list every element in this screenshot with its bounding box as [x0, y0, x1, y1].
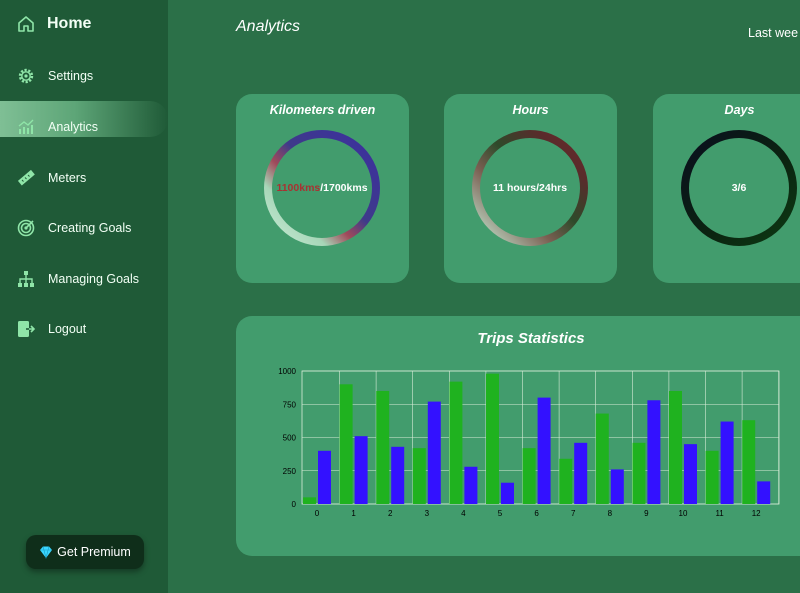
- bar-series1-3: [412, 448, 426, 504]
- bar-series2-3: [427, 401, 441, 504]
- bar-series2-4: [464, 466, 478, 504]
- x-tick-label: 3: [425, 509, 430, 518]
- premium-label: Get Premium: [57, 545, 131, 559]
- page-title: Analytics: [236, 18, 301, 35]
- bar-series2-8: [610, 469, 624, 504]
- x-tick-label: 9: [644, 509, 649, 518]
- sidebar: Home Settings Analytics Meters Creating …: [0, 0, 168, 593]
- date-range-selector[interactable]: Last wee: [748, 26, 799, 40]
- ruler-icon: [16, 168, 36, 188]
- stat-card-hours: Hours 11 hours/24hrs: [444, 94, 617, 283]
- kilometers-value: /1700kms: [320, 182, 368, 194]
- sidebar-item-logout[interactable]: Logout: [0, 311, 168, 347]
- stat-card-title: Days: [724, 103, 755, 117]
- x-tick-label: 5: [498, 509, 503, 518]
- get-premium-button[interactable]: Get Premium: [26, 535, 144, 569]
- diamond-icon: [40, 546, 53, 559]
- bar-series1-11: [705, 450, 719, 504]
- days-progress-ring: 3/6: [679, 128, 799, 248]
- y-tick-label: 1000: [278, 367, 296, 376]
- sidebar-item-creating-goals[interactable]: Creating Goals: [0, 210, 168, 246]
- sidebar-item-label: Home: [47, 15, 92, 32]
- bar-series1-1: [339, 384, 353, 504]
- bar-series1-0: [303, 497, 316, 504]
- bar-series2-2: [391, 446, 405, 504]
- bar-series2-10: [684, 444, 697, 504]
- analytics-icon: [16, 117, 36, 137]
- stat-card-kilometers: Kilometers driven 1100kms /1700kms: [236, 94, 409, 283]
- bar-series2-11: [720, 421, 734, 504]
- x-tick-label: 8: [608, 509, 613, 518]
- sidebar-item-managing-goals[interactable]: Managing Goals: [0, 261, 168, 297]
- bar-series1-5: [486, 373, 499, 504]
- hierarchy-icon: [16, 269, 36, 289]
- bar-series2-5: [501, 482, 514, 504]
- sidebar-item-home[interactable]: Home: [0, 6, 168, 42]
- bar-series1-9: [632, 442, 646, 504]
- bar-series1-6: [522, 448, 536, 504]
- bar-series2-7: [574, 442, 588, 504]
- sidebar-item-meters[interactable]: Meters: [0, 160, 168, 196]
- bar-series2-9: [647, 400, 661, 504]
- y-tick-label: 250: [283, 467, 297, 476]
- bar-series1-12: [742, 420, 756, 504]
- sidebar-item-label: Analytics: [48, 120, 99, 134]
- sidebar-item-label: Meters: [48, 171, 87, 185]
- stat-card-title: Kilometers driven: [269, 103, 376, 117]
- x-tick-label: 0: [315, 509, 320, 518]
- x-tick-label: 11: [715, 509, 724, 518]
- stat-card-title: Hours: [512, 103, 549, 117]
- kilometers-value-highlight: 1100kms: [276, 182, 321, 194]
- sidebar-item-analytics[interactable]: Analytics: [0, 109, 168, 145]
- days-value: 3/6: [731, 182, 747, 194]
- bar-series1-2: [376, 390, 390, 504]
- x-tick-label: 10: [679, 509, 688, 518]
- y-tick-label: 500: [283, 434, 297, 443]
- bar-series1-4: [449, 381, 463, 504]
- bar-series2-0: [318, 450, 331, 504]
- y-tick-label: 750: [283, 400, 297, 409]
- sidebar-item-label: Creating Goals: [48, 221, 132, 235]
- chart-title: Trips Statistics: [477, 330, 585, 347]
- sidebar-item-settings[interactable]: Settings: [0, 58, 168, 94]
- gear-icon: [16, 66, 36, 86]
- logout-icon: [16, 319, 36, 339]
- bar-series1-7: [559, 458, 573, 504]
- target-icon: [16, 218, 36, 238]
- kilometers-progress-ring: 1100kms /1700kms: [262, 128, 382, 248]
- x-tick-label: 7: [571, 509, 576, 518]
- x-tick-label: 6: [534, 509, 539, 518]
- hours-progress-ring: 11 hours/24hrs: [470, 128, 590, 248]
- sidebar-item-label: Settings: [48, 69, 94, 83]
- hours-value: 11 hours/24hrs: [492, 182, 568, 194]
- bar-series2-1: [354, 436, 368, 504]
- bar-series2-6: [537, 397, 551, 504]
- home-icon: [16, 14, 36, 34]
- trips-statistics-card: Trips Statistics 0 250 500 750 1000 0 1 2 3 4 5 6 7 8…: [236, 316, 800, 556]
- bar-series1-8: [595, 413, 609, 504]
- x-tick-label: 12: [752, 509, 761, 518]
- sidebar-item-label: Logout: [48, 322, 87, 336]
- x-tick-label: 4: [461, 509, 466, 518]
- y-tick-label: 0: [292, 500, 297, 509]
- x-tick-label: 1: [351, 509, 356, 518]
- stat-card-days: Days 3/6: [653, 94, 800, 283]
- bar-series1-10: [669, 390, 682, 504]
- x-tick-label: 2: [388, 509, 393, 518]
- bar-series2-12: [757, 481, 771, 504]
- sidebar-item-label: Managing Goals: [48, 272, 140, 286]
